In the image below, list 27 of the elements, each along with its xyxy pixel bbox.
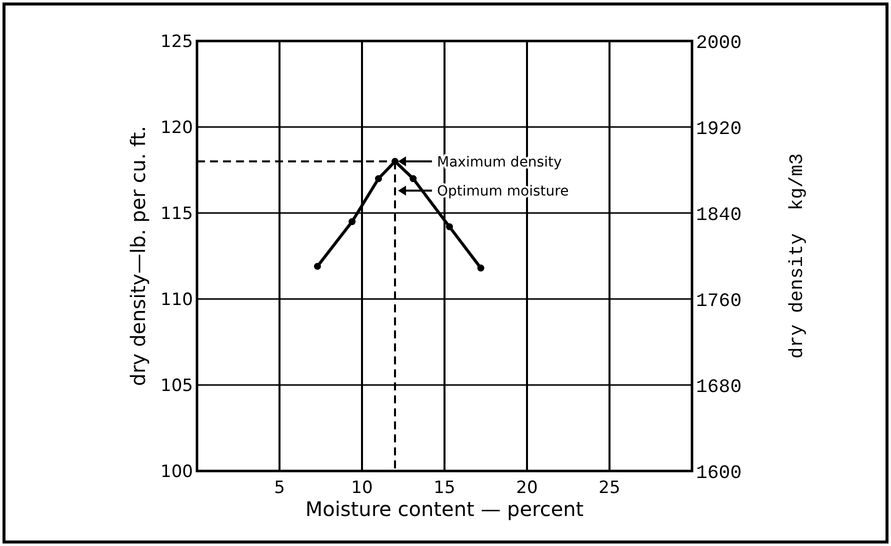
y2-tick-label: 1920 bbox=[696, 118, 742, 140]
y2-tick-label: 1840 bbox=[696, 204, 742, 226]
y-tick-label: 120 bbox=[160, 118, 193, 138]
y-tick-label: 115 bbox=[160, 204, 193, 224]
y-tick-label: 125 bbox=[160, 32, 193, 52]
point bbox=[348, 218, 356, 226]
y2-tick-label: 2000 bbox=[696, 32, 742, 54]
x-tick-label: 20 bbox=[516, 478, 538, 498]
x-tick-label: 10 bbox=[351, 478, 373, 498]
y2-tick-label: 1600 bbox=[696, 462, 742, 484]
y-axis-title: dry density—lb. per cu. ft. bbox=[126, 126, 150, 386]
x-axis-title: Moisture content — percent bbox=[305, 497, 584, 521]
point bbox=[477, 264, 484, 272]
y-tick-label: 105 bbox=[160, 376, 193, 396]
x-tick-label: 15 bbox=[434, 478, 456, 498]
point bbox=[446, 223, 453, 230]
point bbox=[392, 158, 398, 165]
point bbox=[410, 175, 417, 182]
x-tick-label: 25 bbox=[598, 478, 620, 498]
y2-tick-label: 1760 bbox=[696, 290, 742, 312]
y2-tick-label: 1680 bbox=[696, 376, 742, 398]
point bbox=[314, 262, 321, 270]
y2-axis-title: dry density kg/m3 bbox=[786, 153, 808, 359]
y-tick-label: 100 bbox=[160, 462, 193, 482]
point bbox=[375, 175, 382, 182]
y-tick-label: 110 bbox=[160, 290, 193, 310]
x-tick-label: 5 bbox=[274, 478, 285, 498]
